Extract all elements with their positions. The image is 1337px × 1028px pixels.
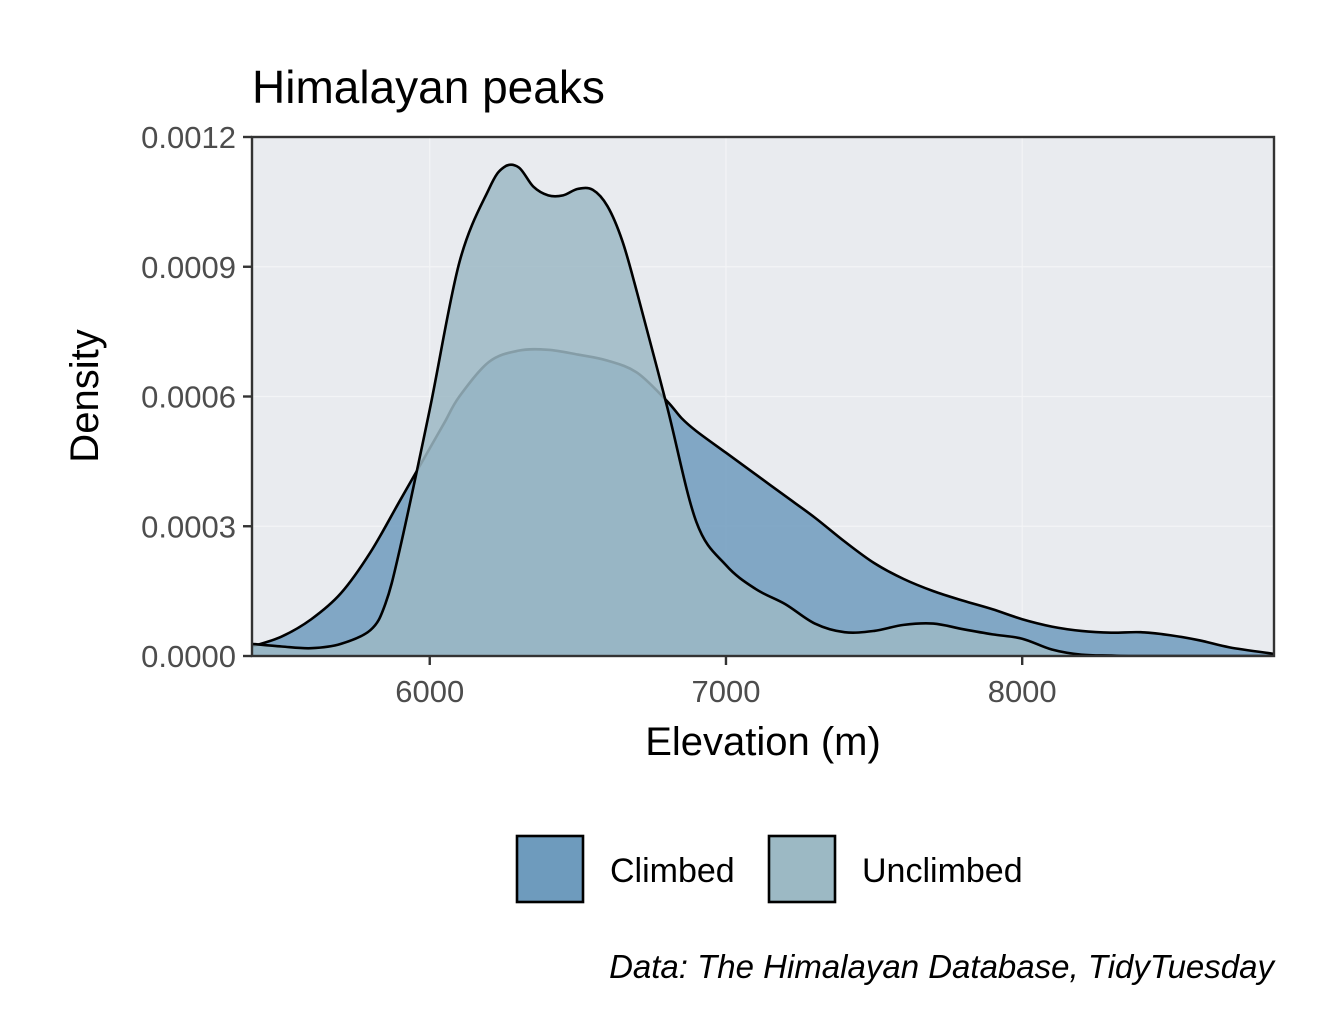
legend-key-unclimbed <box>767 834 837 904</box>
y-axis: 0.0000 0.0003 0.0006 0.0009 0.0012 <box>141 120 252 674</box>
y-tick-label: 0.0003 <box>141 509 236 544</box>
y-tick-label: 0.0012 <box>141 120 236 155</box>
legend-label-climbed: Climbed <box>610 852 735 890</box>
x-axis: 6000 7000 8000 <box>395 656 1057 709</box>
legend: Climbed Unclimbed <box>515 834 1023 904</box>
x-axis-title: Elevation (m) <box>645 720 881 764</box>
x-tick-label: 6000 <box>395 674 464 709</box>
y-axis-title: Density <box>63 329 107 462</box>
chart-caption: Data: The Himalayan Database, TidyTuesda… <box>609 948 1276 985</box>
density-line-unclimbed <box>252 163 1274 656</box>
density-area-unclimbed <box>252 164 1274 656</box>
legend-label-unclimbed: Unclimbed <box>862 852 1023 890</box>
density-series <box>252 163 1274 656</box>
y-tick-label: 0.0009 <box>141 250 236 285</box>
y-tick-label: 0.0000 <box>141 639 236 674</box>
y-tick-label: 0.0006 <box>141 380 236 415</box>
legend-key-climbed <box>515 834 585 904</box>
x-tick-label: 8000 <box>988 674 1057 709</box>
chart-title: Himalayan peaks <box>252 61 605 113</box>
x-tick-label: 7000 <box>691 674 760 709</box>
